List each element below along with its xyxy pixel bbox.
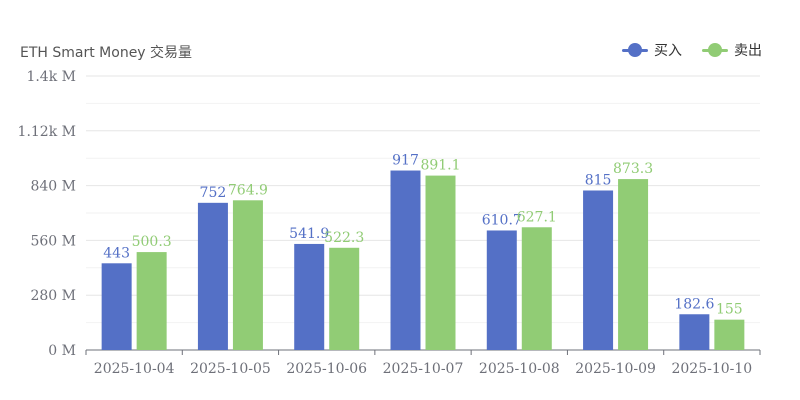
data-label: 752 [200,185,227,201]
bar-sell [232,200,263,350]
data-label: 917 [392,153,419,169]
data-label: 155 [716,302,743,318]
x-tick-label: 2025-10-05 [190,361,271,377]
legend: 买入 卖出 [622,40,762,60]
legend-item-buy[interactable]: 买入 [622,40,682,60]
bar-buy [486,230,517,350]
bar-buy [197,202,228,350]
bar-sell [136,252,167,350]
legend-label-buy: 买入 [654,43,682,59]
bar-sell [329,247,360,350]
data-label: 815 [585,172,612,188]
y-tick-label: 1.4k M [26,69,76,85]
bar-buy [101,263,132,350]
data-label: 610.7 [482,212,522,228]
bar-buy [390,170,421,350]
data-label: 522.3 [324,230,364,246]
data-label: 627.1 [517,209,557,225]
data-label: 500.3 [132,234,172,250]
data-label: 443 [103,245,130,261]
bar-sell [425,175,456,350]
y-tick-label: 1.12k M [18,124,76,140]
x-tick-label: 2025-10-10 [671,361,752,377]
bar-buy [583,190,614,350]
y-tick-label: 840 M [30,179,76,195]
data-label: 891.1 [420,158,460,174]
x-tick-label: 2025-10-07 [383,361,464,377]
data-label: 764.9 [228,182,268,198]
x-tick-label: 2025-10-06 [286,361,367,377]
bar-sell [521,227,552,350]
x-tick-label: 2025-10-04 [94,361,175,377]
legend-marker-buy [622,43,648,57]
legend-marker-sell [702,43,728,57]
y-tick-label: 0 M [48,343,76,359]
legend-label-sell: 卖出 [734,43,762,59]
bar-sell [618,179,649,350]
y-tick-label: 280 M [30,288,76,304]
bar-buy [679,314,710,350]
bar-buy [294,243,325,350]
y-tick-label: 560 M [30,233,76,249]
bar-sell [714,319,745,350]
legend-item-sell[interactable]: 卖出 [702,40,762,60]
data-label: 873.3 [613,161,653,177]
y-axis-title: ETH Smart Money 交易量 [20,45,193,61]
data-label: 541.9 [289,226,329,242]
x-tick-label: 2025-10-08 [479,361,560,377]
x-tick-label: 2025-10-09 [575,361,656,377]
data-label: 182.6 [674,296,714,312]
